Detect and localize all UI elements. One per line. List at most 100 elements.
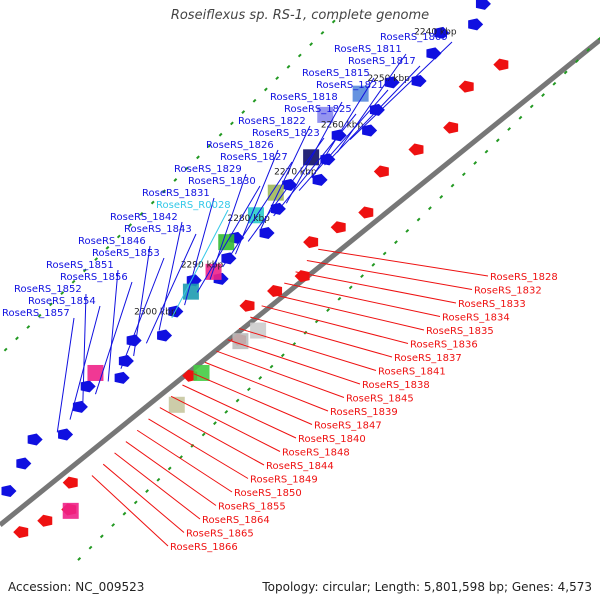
reverse-leader-line [148, 418, 249, 479]
tick-mark [495, 138, 500, 143]
feature-box [352, 85, 369, 102]
tick-mark [331, 19, 336, 24]
tick-mark [263, 87, 268, 92]
reverse-gene-arrow [493, 58, 509, 71]
forward-leader-line [196, 185, 261, 293]
tick-mark [82, 268, 87, 273]
tick-mark [139, 211, 144, 216]
tick-mark [428, 206, 432, 211]
forward-gene-arrow [114, 371, 130, 384]
forward-leader-line [133, 245, 151, 357]
forward-leader-line [349, 41, 453, 140]
forward-gene-arrow [168, 305, 184, 318]
tick-mark [162, 189, 166, 194]
tick-mark [297, 53, 302, 58]
reverse-leader-line [102, 463, 185, 533]
reverse-gene-label: RoseRS_1865 [186, 529, 254, 540]
forward-gene-arrow [259, 226, 275, 239]
reverse-leader-line [306, 260, 473, 290]
reverse-gene-label: RoseRS_1864 [202, 515, 270, 526]
reverse-leader-line [91, 475, 169, 547]
reverse-gene-arrow [408, 143, 424, 156]
tick-mark [150, 200, 155, 205]
forward-gene-label: RoseRS_1854 [28, 296, 96, 307]
forward-gene-label: RoseRS_1831 [142, 188, 210, 199]
forward-leader-line [145, 233, 197, 344]
tick-mark [484, 149, 489, 154]
tick-mark [450, 183, 455, 188]
reverse-gene-arrow [358, 206, 374, 219]
feature-box [205, 263, 222, 280]
tick-mark [71, 279, 76, 284]
tick-mark [286, 64, 291, 69]
feature-box [218, 234, 235, 251]
forward-gene-arrow [434, 26, 450, 39]
tick-mark [280, 353, 285, 358]
forward-gene-label: RoseRS_1856 [60, 272, 128, 283]
reverse-gene-label: RoseRS_1839 [330, 407, 398, 418]
reverse-gene-label: RoseRS_1844 [266, 461, 334, 472]
reverse-gene-label: RoseRS_1841 [378, 367, 446, 378]
forward-leader-line [56, 317, 75, 433]
scale-label: 2280 kbp [227, 214, 270, 224]
reverse-leader-line [170, 395, 281, 452]
tick-mark [99, 534, 104, 539]
tick-mark [309, 42, 314, 47]
tick-mark [128, 223, 133, 228]
tick-mark [552, 81, 557, 86]
forward-gene-label: RoseRS_1826 [206, 140, 274, 151]
tick-mark [88, 545, 93, 550]
feature-box [62, 502, 79, 519]
tick-mark [326, 308, 331, 312]
forward-gene-label: RoseRS_1830 [188, 176, 256, 187]
tick-mark [111, 523, 116, 527]
forward-gene-arrow [72, 400, 88, 413]
genome-backbone [0, 38, 600, 527]
forward-gene-label: RoseRS_1811 [334, 44, 402, 55]
feature-box [317, 106, 334, 123]
forward-gene-label: RoseRS_1821 [316, 80, 384, 91]
forward-gene-arrow [1, 485, 17, 498]
tick-mark [586, 47, 591, 52]
forward-gene-arrow [362, 124, 378, 137]
forward-gene-label: RoseRS_1842 [110, 212, 178, 223]
forward-leader-line [324, 65, 421, 166]
forward-leader-line [69, 305, 101, 420]
forward-gene-arrow [126, 334, 142, 347]
forward-leader-line [311, 77, 375, 179]
tick-mark [60, 291, 65, 295]
feature-box [193, 364, 210, 381]
forward-gene-label: RoseRS_1809 [380, 32, 448, 43]
forward-gene-label: RoseRS_1817 [348, 56, 416, 67]
reverse-gene-label: RoseRS_1848 [282, 448, 350, 459]
forward-gene-arrow [118, 354, 134, 367]
forward-gene-arrow [468, 18, 484, 31]
forward-gene-label: RoseRS_1825 [284, 104, 352, 115]
forward-gene-arrow [312, 173, 328, 186]
reverse-gene-arrow [267, 284, 283, 297]
reverse-leader-line [204, 361, 329, 412]
reverse-leader-line [284, 282, 441, 317]
tick-mark [518, 115, 523, 120]
scale-label: 2290 kbp [181, 261, 224, 271]
reverse-leader-line [216, 350, 345, 398]
tick-mark [167, 466, 172, 471]
forward-gene-arrow [58, 428, 74, 441]
tick-mark [360, 274, 364, 279]
tick-mark [133, 500, 138, 505]
tick-mark [529, 104, 534, 109]
tick-mark [145, 489, 149, 493]
tick-mark [246, 387, 251, 392]
accession-text: Accession: NC_009523 [8, 580, 145, 594]
reverse-gene-label: RoseRS_1836 [410, 340, 478, 351]
tick-mark [213, 421, 217, 426]
tick-mark [105, 245, 110, 250]
forward-leader-line [260, 125, 311, 229]
forward-leader-line [158, 221, 183, 331]
tick-mark [224, 409, 229, 414]
reverse-leader-line [227, 339, 361, 385]
tick-mark [382, 251, 387, 256]
forward-leader-line [336, 53, 407, 153]
forward-gene-arrow [411, 74, 427, 87]
